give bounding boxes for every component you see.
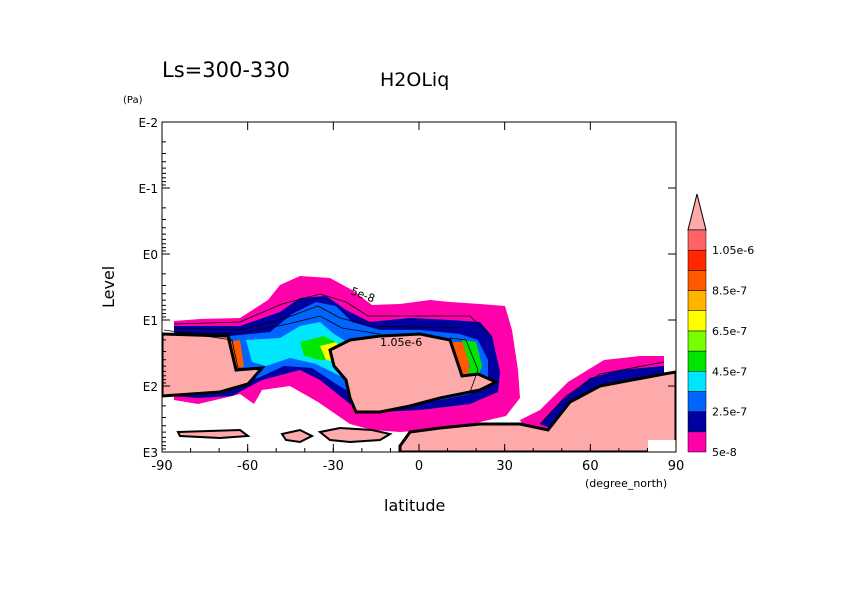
masked-region-east (398, 370, 676, 452)
colorbar-label: 1.05e-6 (712, 244, 754, 257)
masked-region-surface-far-west (176, 428, 251, 440)
colorbar-label: 8.5e-7 (712, 285, 747, 298)
colorbar-swatch (687, 290, 707, 311)
colorbar-swatch (687, 371, 707, 392)
contour-lines (163, 293, 665, 425)
chart-subtitle: Ls=300-330 (162, 58, 290, 82)
colorbar-swatch (687, 431, 707, 453)
colorbar-label: 4.5e-7 (712, 365, 747, 378)
masked-region-center (328, 332, 500, 414)
colorbar-swatch (687, 249, 707, 271)
colorbar-label: 5e-8 (712, 446, 737, 459)
x-units-label: (degree_north) (585, 477, 667, 490)
x-tick-label: -60 (237, 459, 258, 474)
masked-region-surface (317, 426, 393, 444)
colorbar-swatch (687, 229, 707, 251)
colorbar-swatch (687, 310, 707, 332)
x-axis-label: latitude (384, 496, 445, 515)
colorbar-label: 2.5e-7 (712, 406, 747, 419)
masked-region-notch (648, 440, 676, 452)
colorbar-extend-arrow (687, 193, 707, 231)
contour-label-1.05e-6: 1.05e-6 (380, 336, 422, 349)
x-tick-label: 30 (496, 459, 513, 474)
y-axis-label: Level (99, 266, 118, 308)
y-tick-label: E-2 (138, 116, 158, 130)
y-tick-label: E1 (143, 314, 158, 328)
colorbar-swatch (687, 391, 707, 412)
masked-region-west (162, 332, 266, 398)
colorbar-swatch (687, 270, 707, 291)
x-tick-label: 90 (668, 459, 685, 474)
colorbar-label: 6.5e-7 (712, 325, 747, 338)
x-tick-label: 60 (582, 459, 599, 474)
x-tick-label: -90 (151, 459, 172, 474)
y-units-label: (Pa) (123, 95, 143, 106)
y-tick-label: E3 (143, 446, 158, 460)
y-tick-label: E-1 (138, 182, 158, 196)
colorbar-swatch (687, 350, 707, 372)
x-tick-label: 0 (415, 459, 423, 474)
contour-field (162, 276, 676, 452)
x-axis: -90 -60 -30 0 30 60 90 (151, 122, 684, 474)
colorbar-swatch (687, 411, 707, 433)
y-axis: E-2 E-1 E0 E1 E2 E3 (138, 116, 676, 460)
y-tick-label: E2 (143, 380, 158, 394)
colorbar-swatch (687, 330, 707, 352)
x-tick-label: -30 (323, 459, 344, 474)
y-tick-label: E0 (143, 248, 158, 262)
chart-title: H2OLiq (380, 69, 449, 91)
masked-region-surface-west (280, 428, 315, 444)
colorbar: 5e-8 2.5e-7 4.5e-7 6.5e-7 8.5e-7 1.05e-6 (687, 193, 754, 459)
